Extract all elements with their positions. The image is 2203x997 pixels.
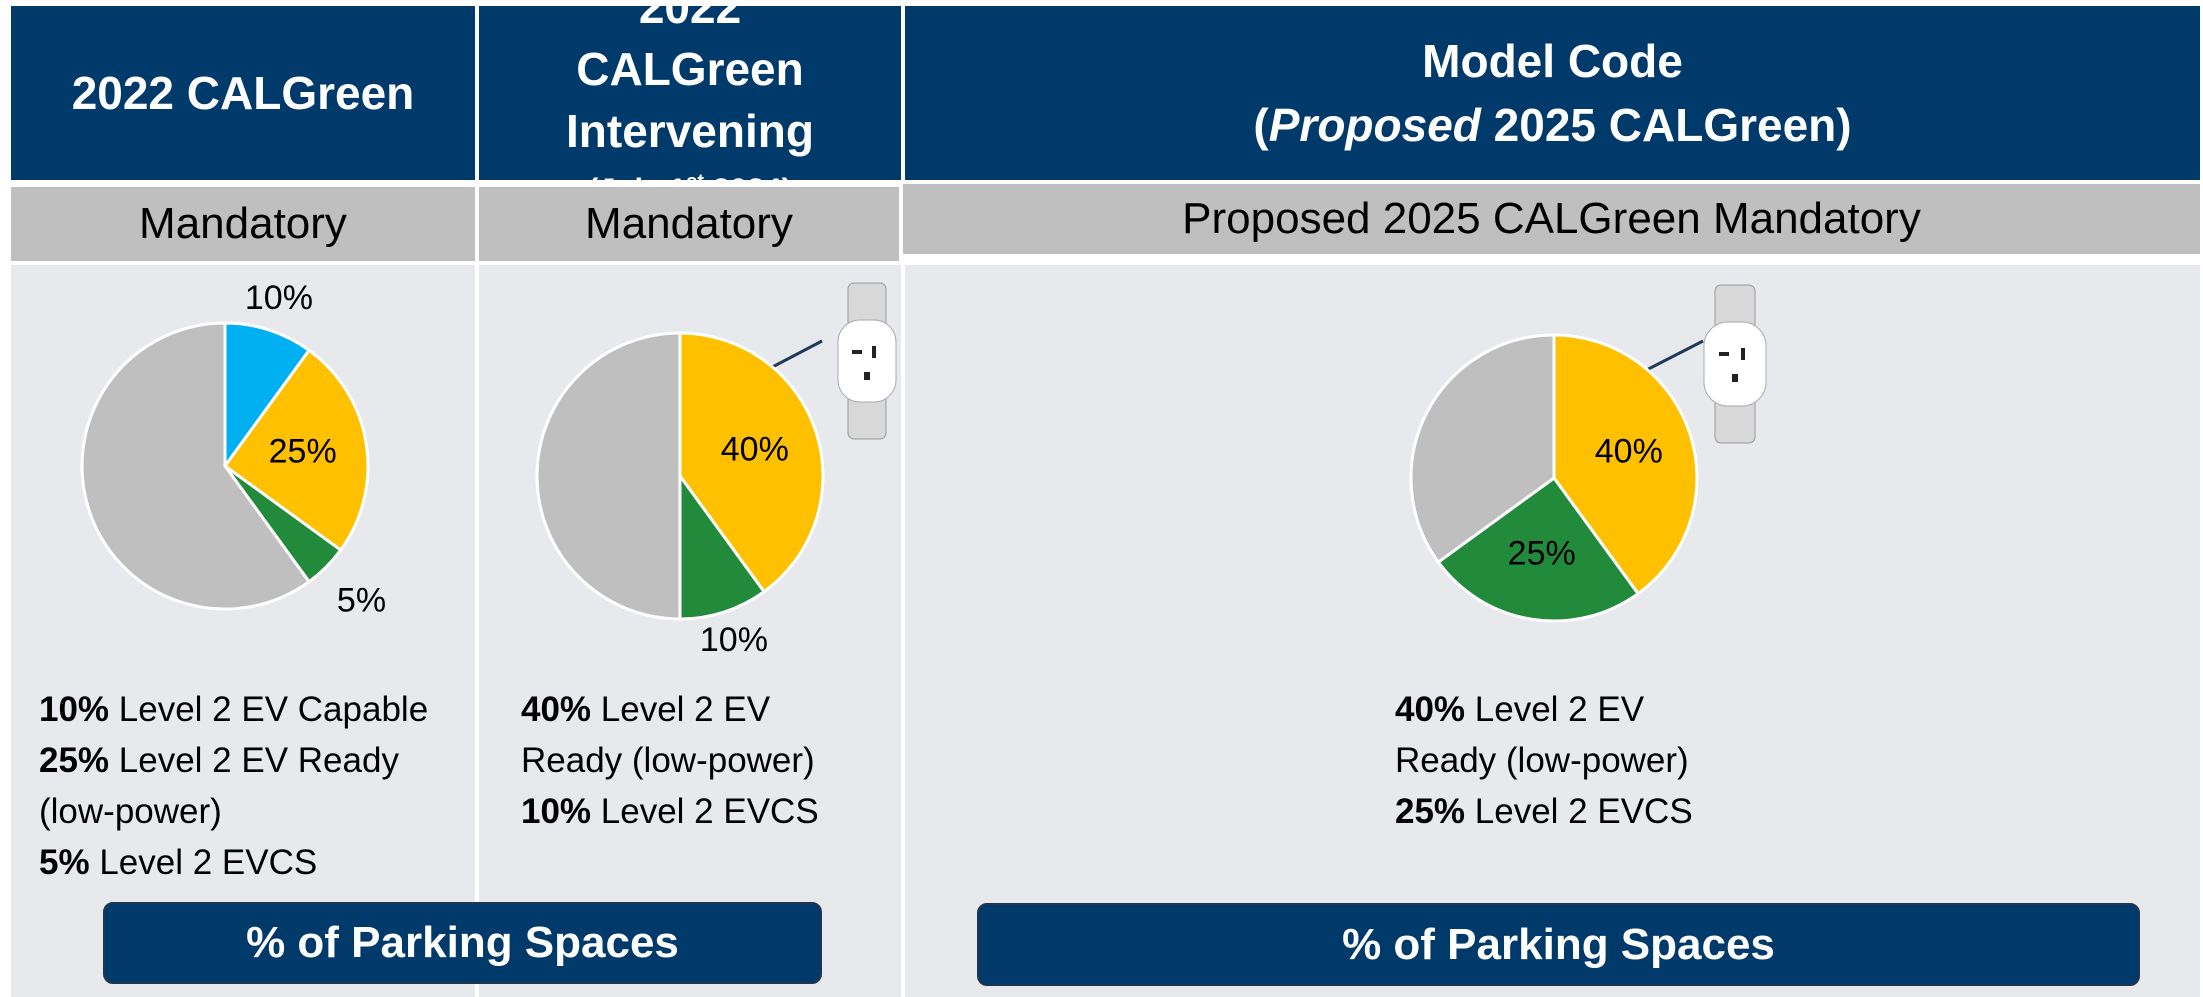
pie-layer: 10% 25% 5% 40% 10% 40% 25% [0, 0, 2203, 997]
slice-label: 10% [700, 621, 768, 659]
slice-label: 40% [1595, 433, 1663, 471]
footer-button: % of Parking Spaces [103, 902, 822, 984]
slice-label: 5% [337, 581, 386, 619]
footer-button: % of Parking Spaces [977, 903, 2140, 986]
slice-label: 25% [1508, 535, 1576, 573]
slice-label: 25% [269, 433, 337, 471]
slice-label: 10% [245, 279, 313, 317]
slice-label: 40% [721, 431, 789, 469]
pie-slice [537, 333, 680, 619]
slide: 2022 CALGreen 2022 CALGreen Intervening … [0, 0, 2203, 997]
